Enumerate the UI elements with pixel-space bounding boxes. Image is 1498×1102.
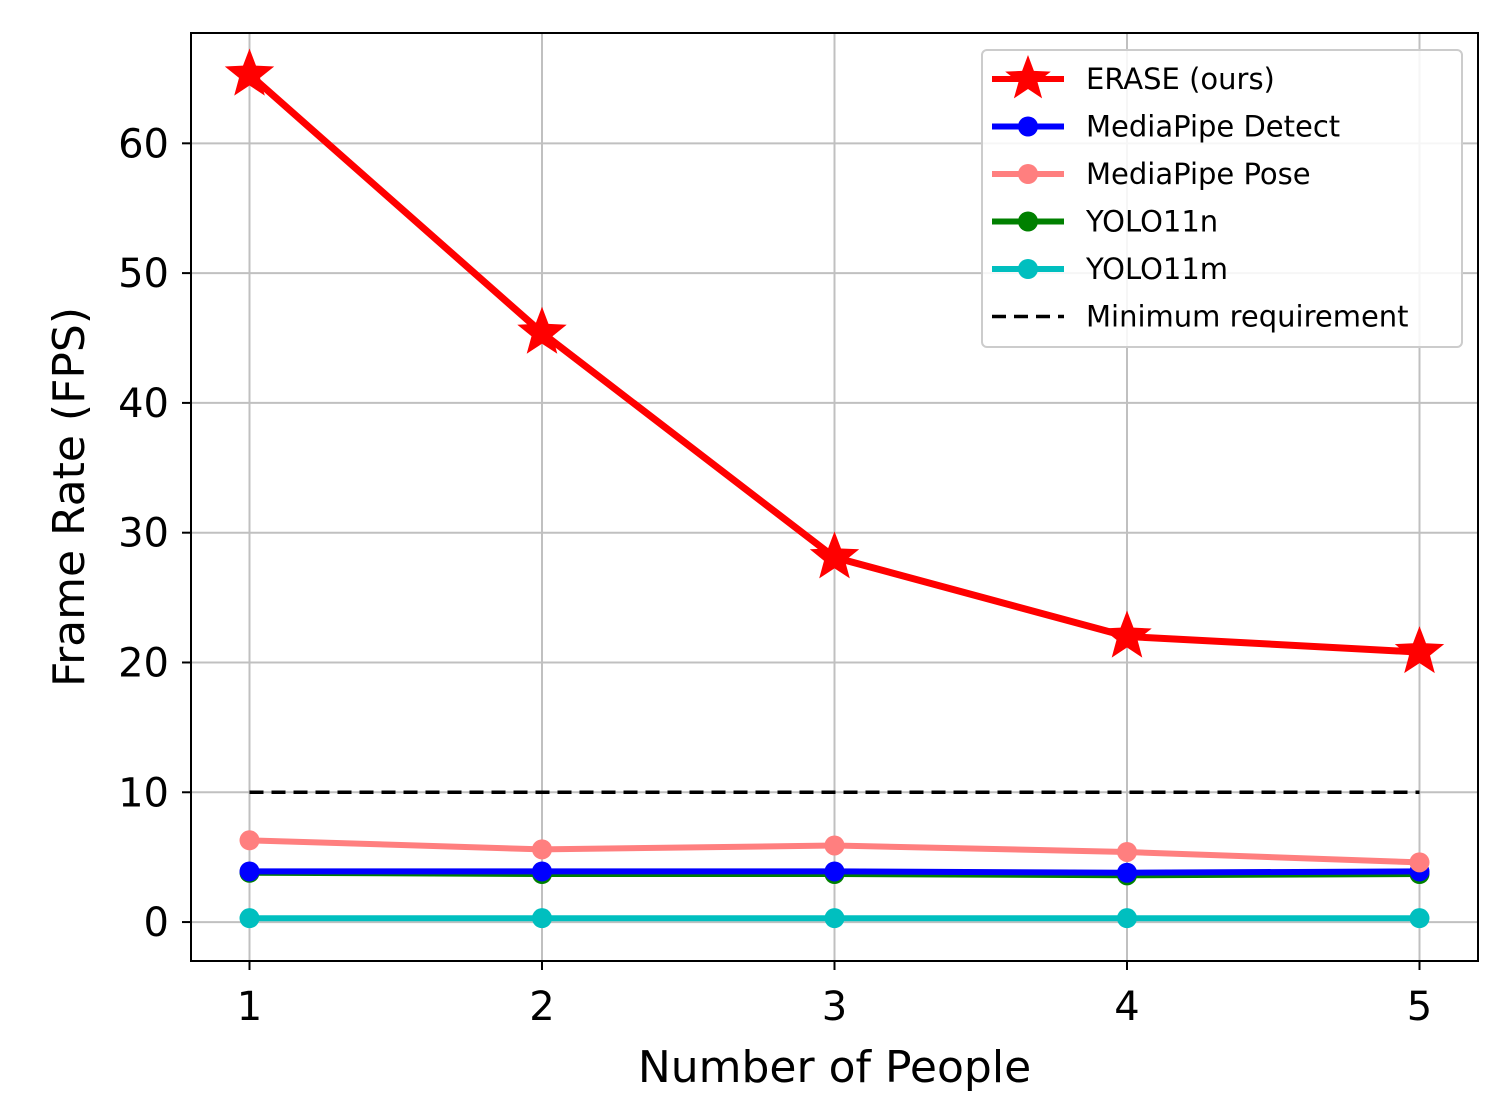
data-point xyxy=(532,839,552,860)
x-tick-label: 1 xyxy=(237,984,262,1030)
y-tick-label: 50 xyxy=(118,251,169,297)
legend-label: MediaPipe Pose xyxy=(1086,157,1311,191)
series-erase-ours xyxy=(224,48,1445,674)
legend: ERASE (ours) MediaPipe Detect MediaPipe Po… xyxy=(981,49,1463,348)
y-tick-label: 30 xyxy=(118,511,169,557)
x-tick-label: 4 xyxy=(1114,984,1139,1030)
data-point xyxy=(239,908,260,929)
data-point xyxy=(1117,841,1137,862)
data-point xyxy=(1117,862,1137,883)
x-tick-label: 5 xyxy=(1407,984,1432,1030)
legend-marker xyxy=(1018,116,1038,137)
data-point xyxy=(239,830,260,851)
data-point-star xyxy=(517,306,567,354)
legend-item: MediaPipe Detect xyxy=(992,110,1340,144)
x-tick-label: 2 xyxy=(529,984,554,1030)
x-axis-label: Number of People xyxy=(638,1042,1031,1093)
legend-label: YOLO11n xyxy=(1085,205,1218,239)
series-layer xyxy=(224,48,1445,929)
y-tick-label: 40 xyxy=(118,381,169,427)
legend-item: MediaPipe Pose xyxy=(992,157,1311,191)
legend-label: YOLO11m xyxy=(1085,252,1228,286)
series-mediapipe-pose xyxy=(239,830,1430,873)
legend-marker xyxy=(1018,259,1038,279)
y-tick-label: 10 xyxy=(118,770,169,816)
data-point xyxy=(824,908,845,929)
legend-marker xyxy=(1018,164,1038,184)
data-point xyxy=(1409,852,1430,873)
data-point xyxy=(824,835,845,856)
y-tick-label: 0 xyxy=(144,900,169,946)
data-point xyxy=(532,908,552,929)
data-point xyxy=(239,861,260,882)
data-point-star xyxy=(1102,610,1152,658)
legend-item: Minimum requirement xyxy=(992,300,1409,334)
data-point xyxy=(532,861,552,882)
data-point-star xyxy=(224,48,275,96)
legend-item: ERASE (ours) xyxy=(992,55,1275,99)
legend-item: YOLO11n xyxy=(992,205,1218,239)
legend-item: YOLO11m xyxy=(992,252,1228,286)
legend-label: ERASE (ours) xyxy=(1086,62,1275,96)
data-point xyxy=(1117,908,1137,929)
data-point-star xyxy=(809,531,860,579)
x-tick-label: 3 xyxy=(822,984,847,1030)
data-point xyxy=(824,861,845,882)
series-yolo11m xyxy=(239,908,1430,929)
data-point-star xyxy=(1394,626,1445,674)
legend-box xyxy=(981,49,1463,348)
series-mediapipe-detect xyxy=(239,861,1430,883)
legend-marker xyxy=(1005,55,1051,99)
y-tick-label: 60 xyxy=(118,121,169,167)
y-tick-label: 20 xyxy=(118,640,169,686)
y-axis-label: Frame Rate (FPS) xyxy=(44,307,95,687)
legend-label: MediaPipe Detect xyxy=(1086,110,1340,144)
data-point xyxy=(1409,908,1430,929)
legend-marker xyxy=(1018,211,1038,232)
legend-label: Minimum requirement xyxy=(1086,300,1409,334)
